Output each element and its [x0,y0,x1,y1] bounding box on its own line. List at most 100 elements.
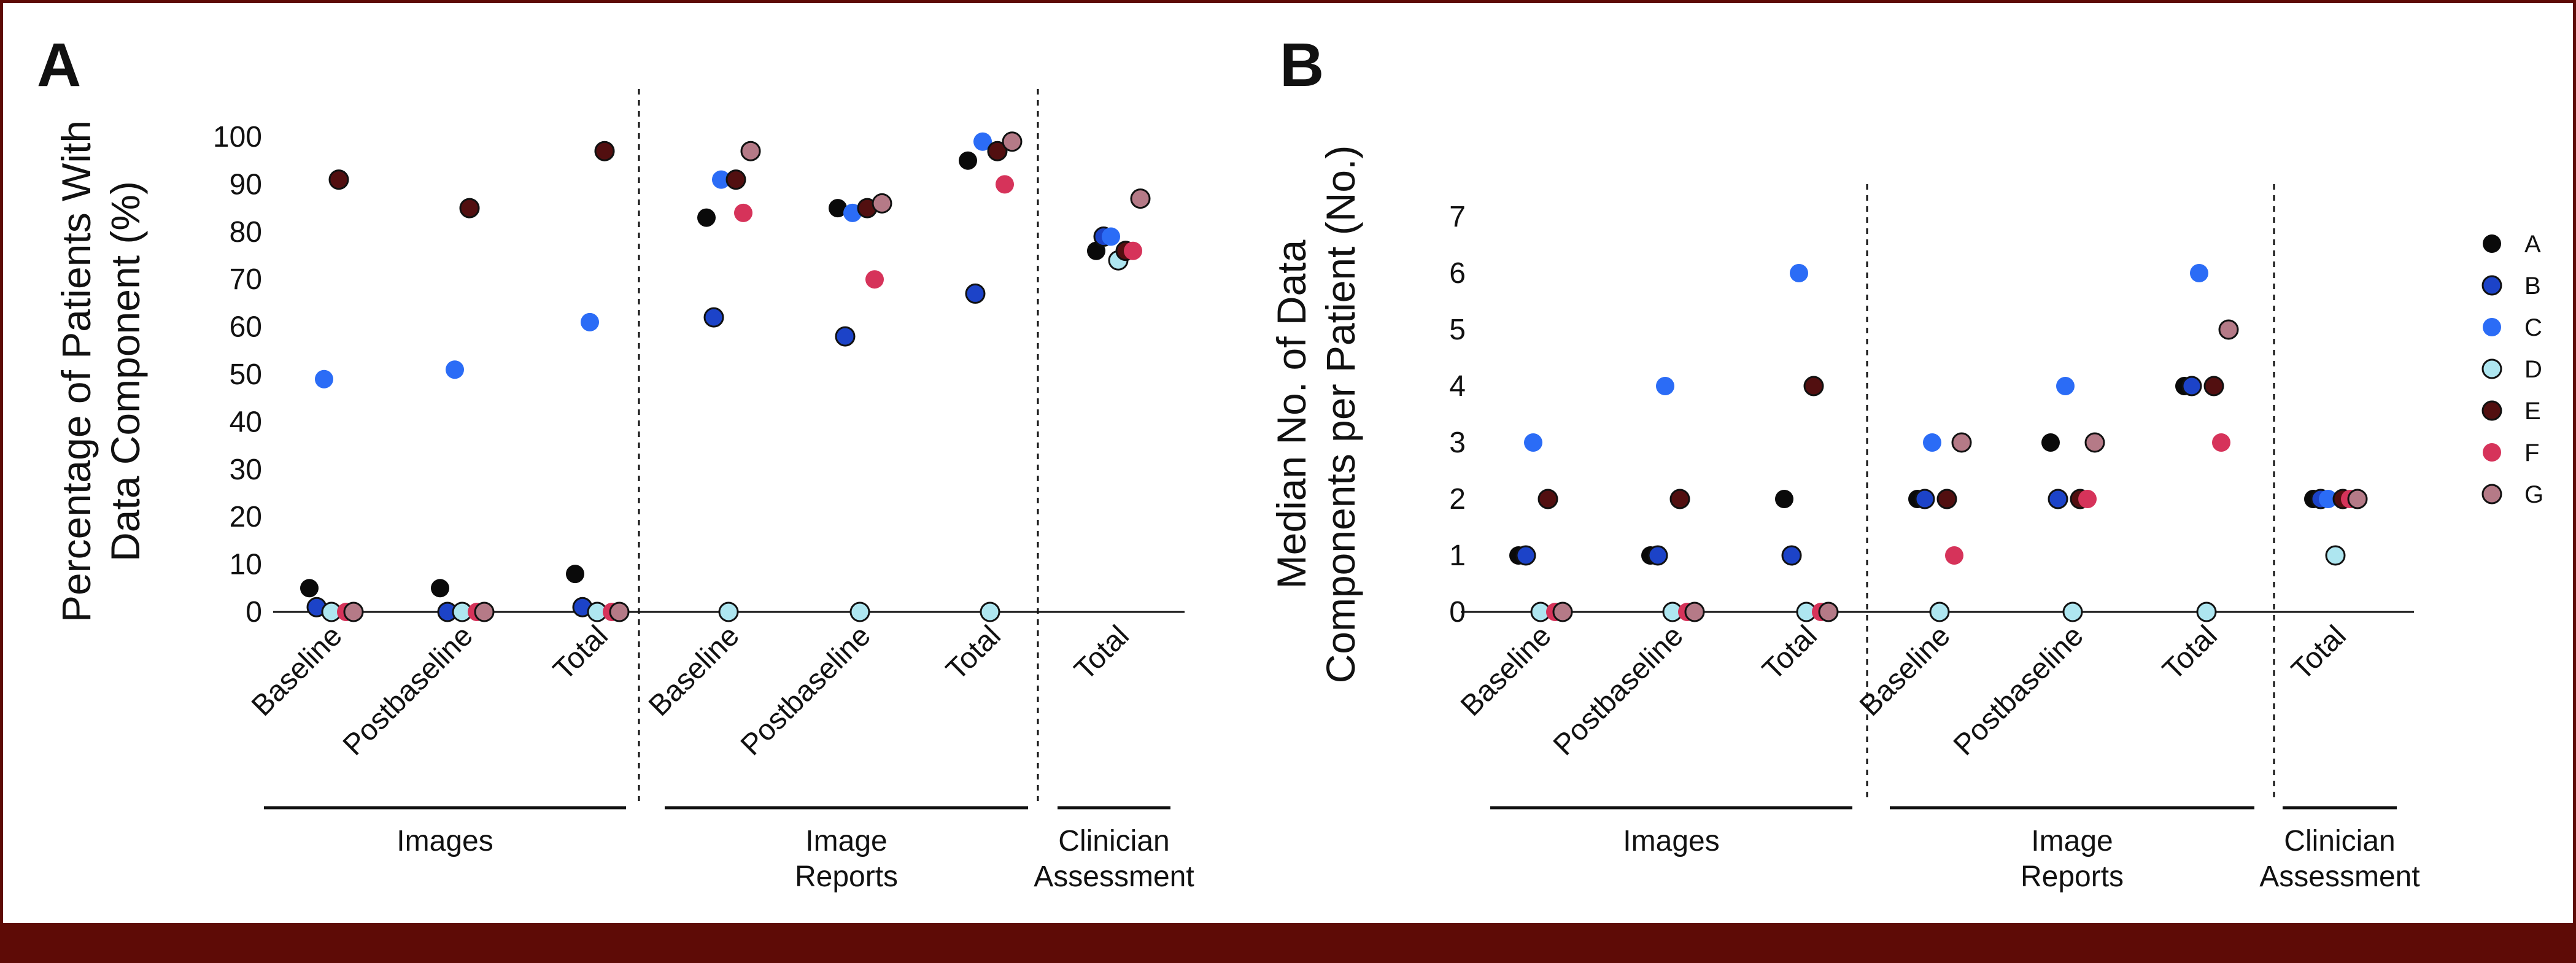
legend-label: G [2524,481,2543,508]
y-tick-label: 4 [1449,370,1466,403]
data-point [1818,601,1839,622]
data-point [2062,601,2083,622]
legend-marker [2483,234,2501,253]
x-category-label: Total [2157,619,2224,686]
data-point [1684,601,1705,622]
data-point [1945,546,1963,565]
data-point [1803,376,1824,396]
data-point [712,170,730,189]
data-point [1929,601,1950,622]
data-point [2048,489,2068,509]
data-point [1124,241,1142,260]
bottom-band [3,923,2576,960]
series-a [300,151,1105,598]
data-point [996,175,1014,194]
y-tick-label: 20 [230,501,262,533]
data-point [697,208,716,227]
data-point [328,169,349,190]
figure-canvas: A Percentage of Patients With Data Compone… [37,31,2543,893]
data-point [1552,601,1573,622]
series-f [1546,433,2359,621]
data-point [2041,433,2060,452]
y-tick-label: 10 [230,549,262,581]
data-point [865,270,884,289]
data-point [1656,377,1674,395]
legend-marker [2481,275,2502,296]
legend-marker [2481,484,2502,505]
series-f [337,175,1142,621]
legend-label: C [2524,314,2542,341]
data-point [1790,264,1808,282]
data-point [725,169,746,190]
y-axis-label-line: Percentage of Patients With [53,120,99,622]
panel-a: A Percentage of Patients With Data Compone… [37,31,1194,893]
group-label: Image [2031,825,2113,857]
legend-marker [2481,358,2502,379]
x-category-label: Total [547,619,614,686]
x-category-label: Total [940,619,1007,686]
data-point [1102,227,1120,246]
data-point [1002,131,1023,152]
y-tick-label: 6 [1449,257,1466,290]
x-category-label: Baseline [246,619,349,722]
group-label: Clinician [1058,825,1169,857]
data-point [973,132,992,151]
y-tick-label: 1 [1449,540,1466,572]
series-c [1524,264,2337,508]
data-point [718,601,739,622]
x-category-label: Postbaseline [735,619,877,762]
group-label: Images [396,825,493,857]
x-category-label: Total [2286,619,2353,686]
y-tick-label: 80 [230,216,262,249]
series-b [306,226,1114,622]
legend-label: B [2524,273,2541,300]
data-point [343,601,364,622]
x-category-label: Total [1757,619,1824,686]
data-point [474,601,495,622]
series-d [1530,545,2346,622]
data-point [734,203,752,222]
data-point [980,601,1000,622]
data-point [1914,489,1935,509]
y-tick-label: 90 [230,168,262,201]
data-point [1669,489,1690,509]
data-point [835,326,856,347]
legend-label: D [2524,356,2542,383]
y-axis-label-line: Components per Patient (No.) [1318,145,1363,684]
y-tick-label: 50 [230,358,262,391]
data-point [566,565,584,584]
data-point [2078,490,2097,508]
data-point [300,579,319,598]
x-category-label: Baseline [643,619,746,722]
series-a [1509,377,2323,565]
panel-b: B Median No. of Data Components per Patien… [1269,31,2420,893]
data-point [1647,545,1668,566]
data-point [2203,376,2224,396]
panel-letter: B [1280,31,1324,99]
data-point [1515,545,1536,566]
data-point [2325,545,2346,566]
y-tick-label: 40 [230,406,262,438]
x-category-label: Postbaseline [337,619,479,762]
x-category-label: Baseline [1854,619,1957,722]
y-tick-label: 70 [230,263,262,296]
panel-letter: A [37,31,81,99]
data-point [872,193,892,214]
data-point [581,312,599,331]
data-point [1781,545,1802,566]
group-label: Reports [2021,861,2124,893]
data-point [1537,489,1558,509]
data-point [2181,376,2202,396]
group-label: Images [1623,825,1719,857]
series-g [343,131,1151,622]
data-point [609,601,630,622]
y-tick-label: 60 [230,311,262,344]
x-category-label: Postbaseline [1547,619,1690,762]
data-point [459,198,480,219]
y-tick-label: 2 [1449,483,1466,516]
series-d [321,250,1129,622]
data-point [1936,489,1957,509]
data-point [965,283,986,304]
y-axis-label: Median No. of Data Components per Patient… [1269,145,1363,684]
